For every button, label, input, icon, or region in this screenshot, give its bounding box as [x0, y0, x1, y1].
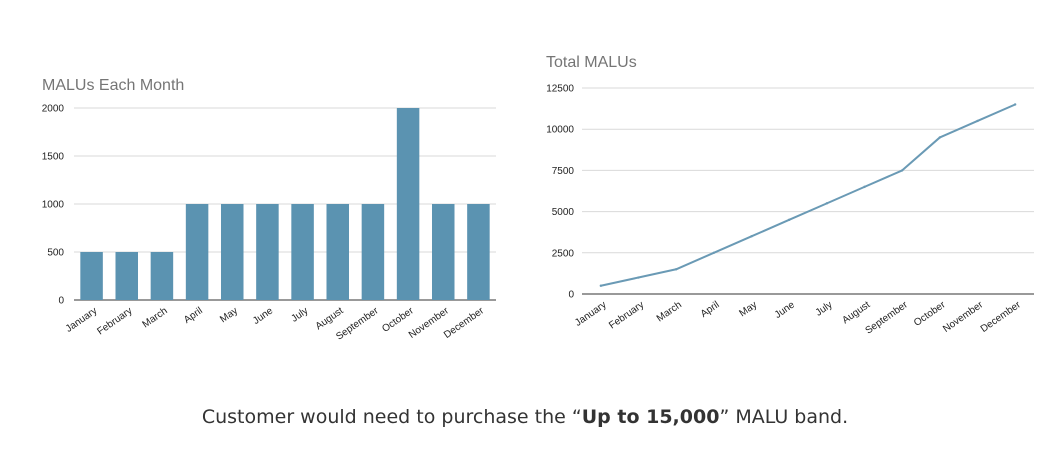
line-point-february: [637, 276, 640, 279]
bar-ytick-label: 1500: [42, 152, 65, 163]
bar-july: [291, 204, 314, 300]
line-ytick-label: 2500: [552, 248, 575, 259]
line-xtick-label: November: [941, 299, 986, 335]
bar-ytick-label: 500: [47, 248, 64, 259]
line-xtick-label: March: [655, 299, 684, 324]
bar-chart-title: MALUs Each Month: [42, 77, 184, 94]
line-point-march: [674, 268, 678, 271]
bar-october: [396, 108, 420, 300]
bar-ytick-label: 2000: [42, 104, 65, 115]
line-ytick-label: 0: [568, 290, 574, 301]
line-chart-title: Total MALUs: [546, 54, 637, 71]
line-point-december: [1013, 103, 1017, 106]
line-point-may: [750, 235, 753, 238]
line-xtick-label: July: [814, 299, 835, 318]
line-series-total-malus: [600, 103, 1016, 287]
line-point-november: [976, 119, 979, 123]
line-xtick-label: September: [864, 299, 911, 336]
line-xtick-label: December: [979, 299, 1024, 335]
bar-february: [115, 252, 139, 300]
line-point-september: [900, 169, 904, 172]
caption-prefix: Customer would need to purchase the “: [201, 406, 582, 428]
bar-november: [431, 204, 455, 300]
line-point-june: [787, 218, 791, 222]
caption-band: Up to 15,000: [581, 406, 720, 428]
bar-june: [256, 204, 279, 300]
line-xtick-label: January: [573, 299, 608, 328]
bar-may: [220, 204, 244, 300]
bar-august: [326, 204, 350, 300]
bar-april: [185, 204, 209, 300]
line-xtick-label: August: [840, 299, 872, 326]
line-xtick-label: February: [607, 299, 646, 331]
bar-ytick-label: 1000: [42, 200, 65, 211]
line-point-july: [825, 202, 829, 205]
line-xtick-label: April: [699, 299, 722, 319]
line-ytick-label: 12500: [546, 84, 574, 95]
line-ytick-label: 5000: [552, 207, 575, 218]
bar-september: [361, 204, 385, 300]
caption: Customer would need to purchase the “Up …: [0, 406, 1050, 428]
line-point-april: [712, 251, 716, 254]
line-point-august: [863, 185, 866, 189]
line-ytick-label: 10000: [546, 125, 574, 136]
line-xtick-label: May: [737, 299, 759, 319]
caption-suffix: ” MALU band.: [719, 406, 849, 428]
line-point-january: [599, 284, 603, 287]
bar-ytick-label: 0: [58, 296, 64, 307]
line-ytick-label: 7500: [552, 166, 575, 177]
bar-january: [80, 252, 103, 300]
bar-march: [150, 252, 174, 300]
line-point-october: [938, 136, 942, 139]
total-malus-chart: Total MALUs 0 2500 5000 7500 10000 12500 Janu…: [546, 54, 1034, 337]
line-xtick-label: June: [773, 299, 797, 321]
bar-december: [467, 204, 490, 300]
